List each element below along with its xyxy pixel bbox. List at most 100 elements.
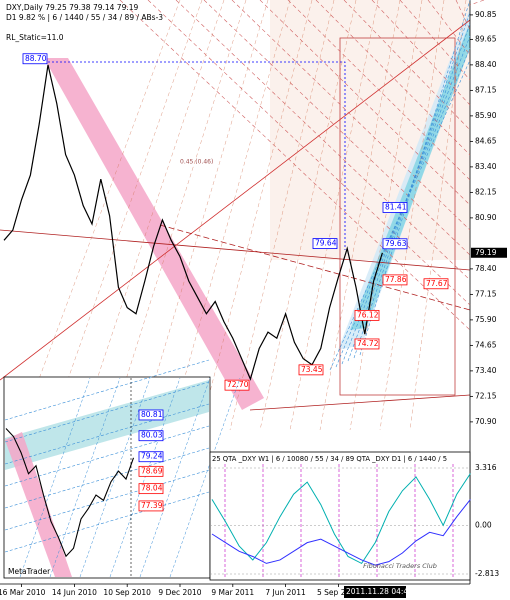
price-line	[3, 64, 383, 381]
inset-channel-line	[4, 491, 210, 553]
x-tick-label: 16 Mar 2010	[0, 588, 46, 597]
y-tick-label: 85.90	[475, 111, 497, 120]
chart-subtitle: D1 9.82 % | 6 / 1440 / 55 / 34 / 89 / AB…	[6, 13, 163, 22]
inset-pink-band	[5, 432, 72, 577]
fib-line	[119, 0, 471, 331]
fib-line	[79, 0, 225, 431]
price-tag-label: 77.67	[426, 279, 448, 288]
x-tick-label: 5 Sep 2011	[317, 588, 360, 597]
fib-line	[49, 0, 203, 431]
x-tick-label: 14 Jun 2010	[52, 588, 97, 597]
last-price-box	[471, 247, 507, 258]
inset-channel-line	[4, 359, 210, 421]
fib-line	[259, 0, 357, 431]
y-tick-label: 90.85	[475, 10, 497, 19]
fib-line	[409, 0, 467, 431]
y-tick-label: 72.15	[475, 391, 497, 400]
fib-label: 0.45 (0.46)	[180, 159, 213, 166]
x-tick-label: 7 Jun 2011	[265, 588, 306, 597]
inset-channel-line	[4, 447, 210, 509]
osc-title: 25 QTA _DXY W1 | 6 / 10080 / 55 / 34 / 8…	[212, 455, 447, 463]
price-tag-label: 81.41	[385, 202, 407, 211]
y-tick-label: 82.15	[475, 187, 497, 196]
osc-tick-label: -2.813	[475, 569, 499, 578]
price-tag	[382, 274, 408, 286]
price-tag-label: 72.70	[227, 380, 249, 389]
inset-price-tag	[138, 430, 164, 442]
price-tag-label: 73.45	[301, 365, 323, 374]
guide	[28, 61, 346, 250]
channel-line	[359, 0, 471, 356]
y-tick-label: 75.90	[475, 315, 497, 324]
fib-line	[319, 0, 401, 431]
timestamp: 2011.11.28 04:49	[346, 587, 413, 596]
y-tick-label: 83.40	[475, 162, 497, 171]
price-tag-label: 79.63	[385, 239, 407, 248]
fib-line	[109, 0, 247, 431]
blue-channel	[338, 8, 470, 350]
chart-title: DXY,Daily 79.25 79.38 79.14 79.19	[6, 3, 139, 12]
osc-line	[211, 473, 471, 565]
inset-channel-line	[79, 377, 151, 578]
inset-channel-line	[109, 377, 181, 578]
cyan-band	[350, 22, 470, 330]
inset-price-tag	[138, 409, 164, 421]
fib-line	[371, 0, 471, 106]
x-tick-label: 9 Mar 2011	[211, 588, 254, 597]
fib-line	[399, 0, 471, 81]
inset-price-tag	[138, 451, 164, 463]
price-tag	[423, 278, 449, 290]
osc-tick-label: 0.00	[475, 520, 492, 529]
fib-line	[379, 0, 445, 431]
inset-price-line	[5, 428, 135, 558]
fib-zone	[270, 0, 470, 260]
inset-channel-line	[19, 377, 91, 578]
y-tick-label: 84.65	[475, 136, 497, 145]
inset-channel-line	[169, 377, 241, 578]
fib-line	[203, 0, 471, 256]
fib-line	[229, 0, 335, 431]
inset-price-tag	[138, 500, 164, 512]
channel-line	[329, 59, 471, 371]
y-tick-label: 80.90	[475, 213, 497, 222]
fib-line	[349, 0, 423, 431]
inset-price-tag-label: 77.39	[141, 501, 163, 510]
inset-channel-line	[139, 377, 211, 578]
y-tick-label: 77.15	[475, 289, 497, 298]
trend-line	[0, 229, 471, 271]
trend-line	[0, 19, 471, 381]
price-tag	[382, 238, 408, 250]
fib-line	[343, 0, 471, 131]
price-tag	[298, 364, 324, 376]
fib-line	[139, 0, 269, 431]
x-tick-label: 9 Dec 2010	[158, 588, 201, 597]
y-tick-label: 73.40	[475, 366, 497, 375]
fib-line	[169, 0, 291, 431]
fib-line	[315, 0, 471, 156]
annotation: RL_Static=11.0	[6, 33, 64, 42]
channel-line	[353, 11, 471, 359]
inset-price-tag-label: 78.69	[141, 466, 163, 475]
pink-channel	[44, 58, 264, 410]
y-tick-label: 87.15	[475, 85, 497, 94]
inset-watermark: MetaTrader	[8, 567, 51, 576]
last-price-label: 79.19	[475, 248, 497, 257]
inset-cyan-band	[5, 380, 209, 470]
osc-watermark: Fibonacci Traders Club	[363, 562, 437, 570]
price-tag	[224, 379, 250, 391]
price-tag-label: 79.64	[315, 239, 337, 248]
price-tag-label: 74.72	[357, 339, 379, 348]
y-tick-label: 89.65	[475, 34, 497, 43]
price-tag	[312, 238, 338, 249]
fib-line	[289, 0, 379, 431]
price-tag-label: 76.12	[357, 310, 379, 319]
fib-line	[175, 0, 471, 281]
fib-box	[339, 37, 456, 396]
inset-price-tag	[138, 483, 164, 495]
fib-line	[427, 0, 471, 56]
oscillator-panel	[209, 451, 471, 581]
fib-line	[231, 0, 471, 231]
fib-line	[287, 0, 471, 181]
